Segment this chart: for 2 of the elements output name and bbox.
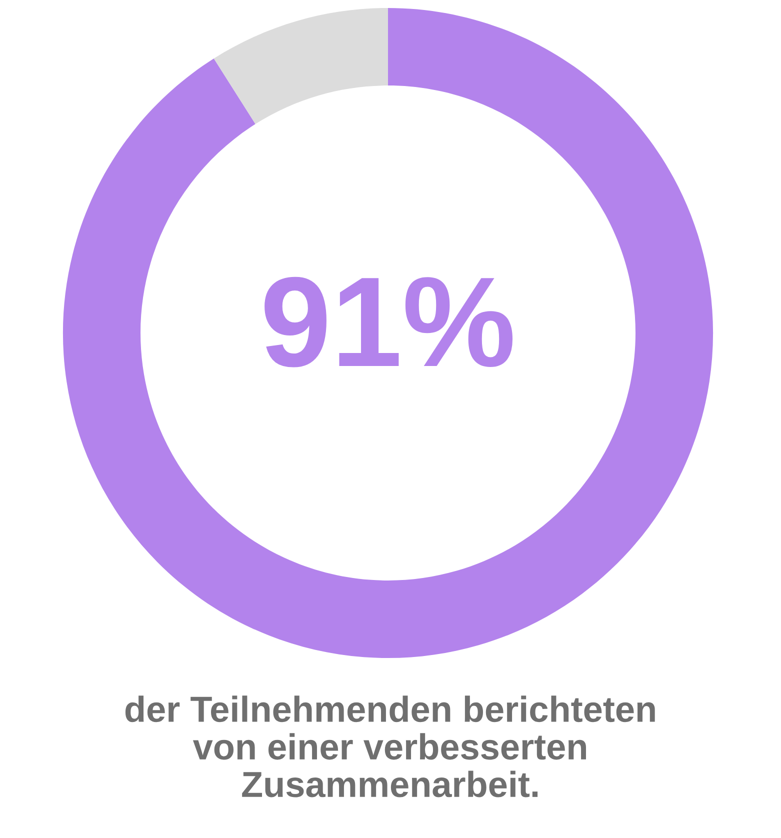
data-label: 91% bbox=[264, 276, 513, 368]
text: der Teilnehmenden berichteten von einer verbesserten Zusammenarbeit. bbox=[125, 696, 655, 798]
